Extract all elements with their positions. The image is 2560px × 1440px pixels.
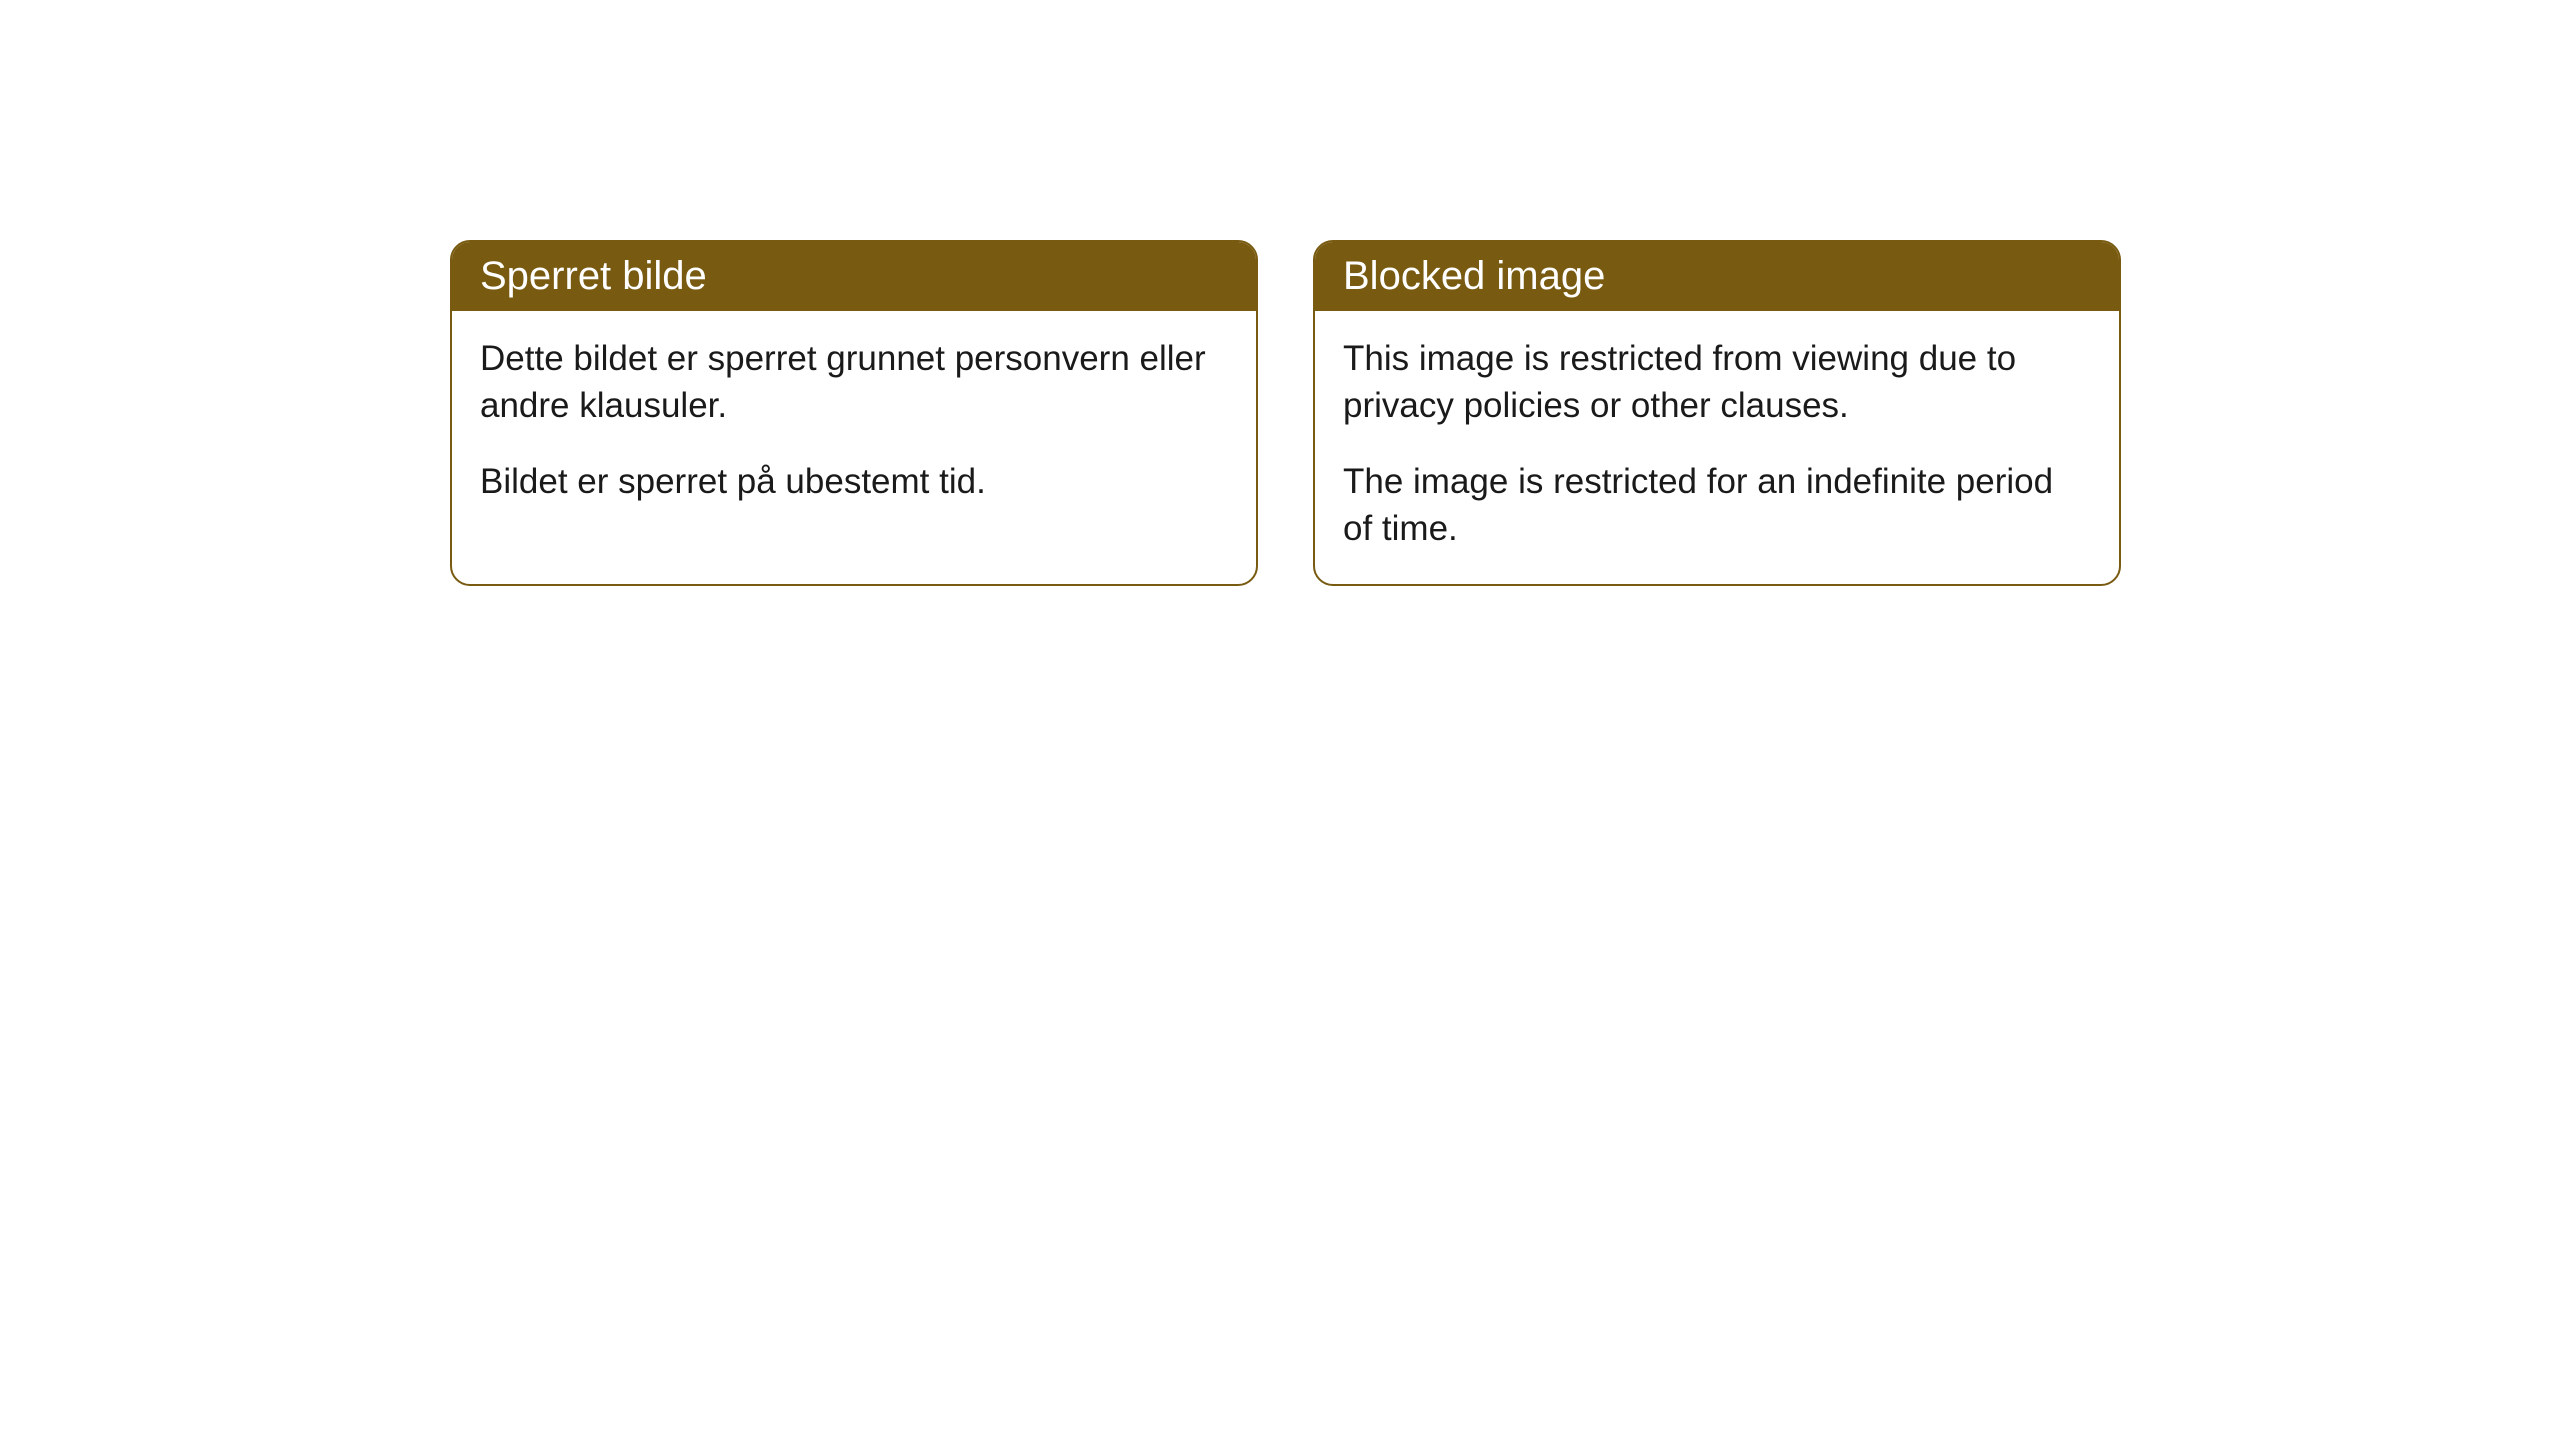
card-paragraph: The image is restricted for an indefinit…: [1343, 458, 2091, 553]
card-body: This image is restricted from viewing du…: [1315, 311, 2119, 584]
card-title: Sperret bilde: [452, 242, 1256, 311]
notice-container: Sperret bilde Dette bildet er sperret gr…: [450, 240, 2121, 586]
card-body: Dette bildet er sperret grunnet personve…: [452, 311, 1256, 537]
notice-card-norwegian: Sperret bilde Dette bildet er sperret gr…: [450, 240, 1258, 586]
card-paragraph: Dette bildet er sperret grunnet personve…: [480, 335, 1228, 430]
notice-card-english: Blocked image This image is restricted f…: [1313, 240, 2121, 586]
card-paragraph: Bildet er sperret på ubestemt tid.: [480, 458, 1228, 505]
card-paragraph: This image is restricted from viewing du…: [1343, 335, 2091, 430]
card-title: Blocked image: [1315, 242, 2119, 311]
